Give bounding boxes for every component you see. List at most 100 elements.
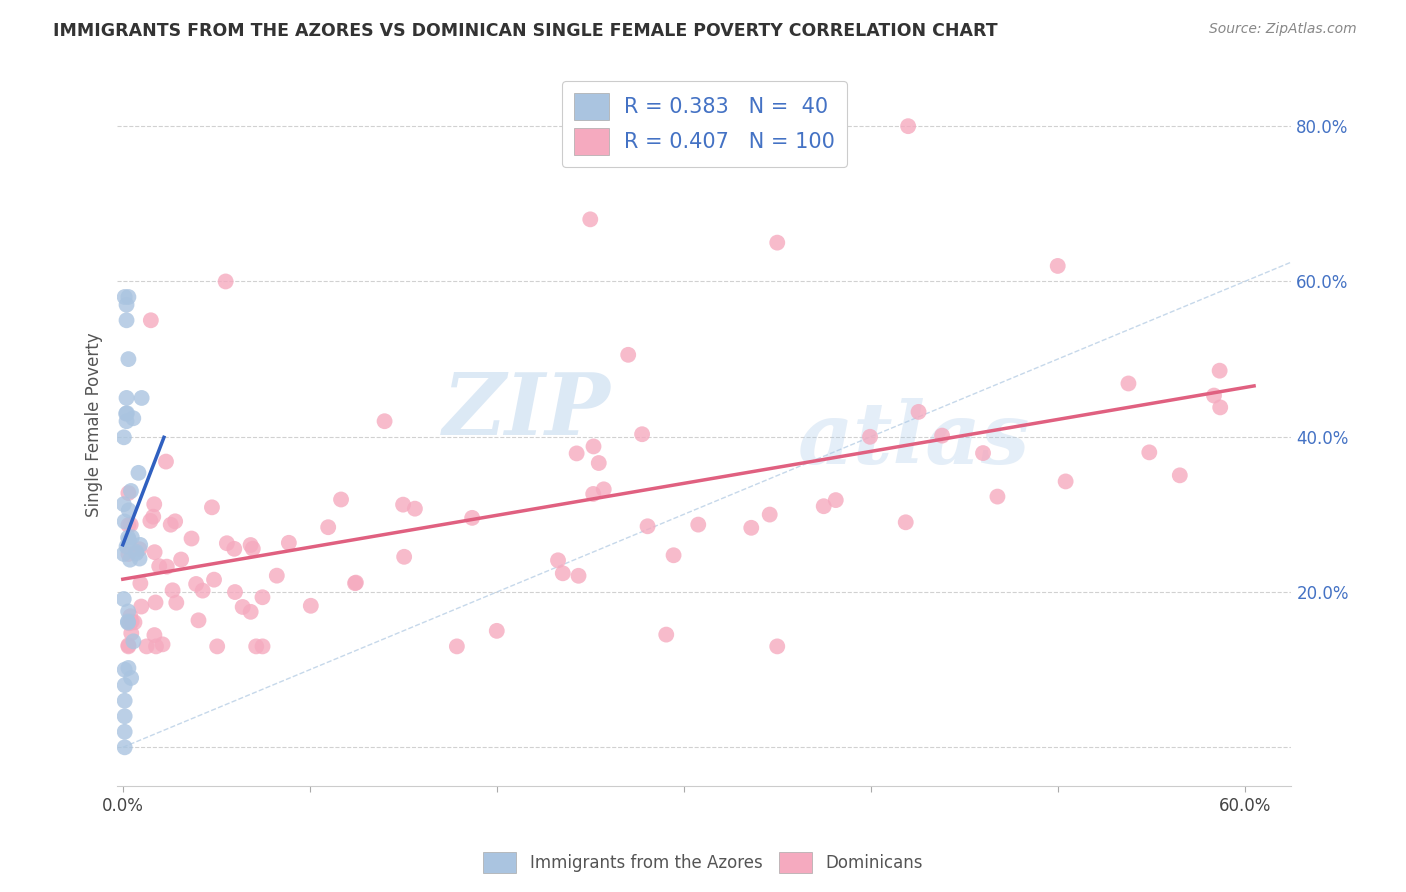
Point bbox=[114, 724, 136, 739]
Point bbox=[125, 546, 148, 560]
Point bbox=[128, 551, 150, 566]
Point bbox=[824, 493, 846, 508]
Point bbox=[239, 538, 262, 552]
Point bbox=[139, 313, 162, 327]
Point bbox=[120, 483, 142, 498]
Point bbox=[131, 391, 153, 405]
Point bbox=[128, 542, 150, 557]
Point bbox=[115, 407, 138, 421]
Point bbox=[252, 591, 274, 605]
Point bbox=[114, 740, 136, 755]
Point bbox=[1054, 475, 1077, 489]
Point bbox=[114, 663, 136, 677]
Point bbox=[1137, 445, 1160, 459]
Point bbox=[986, 490, 1008, 504]
Point bbox=[592, 483, 614, 497]
Point bbox=[117, 615, 139, 630]
Point bbox=[232, 599, 254, 614]
Point bbox=[547, 553, 569, 567]
Point bbox=[112, 547, 135, 561]
Point bbox=[120, 626, 142, 640]
Point bbox=[155, 454, 177, 468]
Point bbox=[579, 212, 602, 227]
Point bbox=[1118, 376, 1140, 391]
Point bbox=[205, 640, 228, 654]
Point bbox=[637, 519, 659, 533]
Point bbox=[145, 640, 167, 654]
Point bbox=[117, 604, 139, 618]
Point bbox=[299, 599, 322, 613]
Point bbox=[114, 515, 136, 529]
Point bbox=[191, 583, 214, 598]
Point bbox=[117, 352, 139, 367]
Point bbox=[245, 640, 267, 654]
Point bbox=[187, 613, 209, 627]
Y-axis label: Single Female Poverty: Single Female Poverty bbox=[86, 333, 103, 517]
Point bbox=[202, 573, 225, 587]
Point bbox=[112, 497, 135, 511]
Point bbox=[588, 456, 610, 470]
Point bbox=[118, 552, 141, 566]
Point bbox=[115, 313, 138, 327]
Point bbox=[125, 545, 148, 559]
Point bbox=[115, 414, 138, 428]
Point bbox=[766, 235, 789, 250]
Point bbox=[688, 517, 710, 532]
Point bbox=[120, 671, 142, 685]
Point bbox=[114, 709, 136, 723]
Point bbox=[242, 541, 264, 556]
Point bbox=[117, 531, 139, 545]
Point bbox=[631, 427, 654, 442]
Point bbox=[201, 500, 224, 515]
Legend: R = 0.383   N =  40, R = 0.407   N = 100: R = 0.383 N = 40, R = 0.407 N = 100 bbox=[562, 81, 846, 167]
Point bbox=[122, 411, 145, 425]
Point bbox=[1168, 468, 1191, 483]
Point bbox=[117, 290, 139, 304]
Point bbox=[931, 428, 953, 442]
Point bbox=[224, 541, 246, 556]
Point bbox=[461, 511, 484, 525]
Point bbox=[114, 678, 136, 692]
Point bbox=[859, 430, 882, 444]
Point bbox=[252, 640, 274, 654]
Point bbox=[118, 616, 141, 631]
Point bbox=[117, 518, 139, 533]
Point bbox=[143, 545, 166, 559]
Point bbox=[117, 547, 139, 561]
Point bbox=[1046, 259, 1069, 273]
Point bbox=[121, 615, 143, 629]
Point bbox=[142, 509, 165, 524]
Point bbox=[170, 552, 193, 566]
Point bbox=[374, 414, 396, 428]
Point bbox=[127, 466, 149, 480]
Point bbox=[124, 615, 146, 630]
Point bbox=[162, 583, 184, 598]
Point bbox=[115, 406, 138, 420]
Point bbox=[972, 446, 994, 460]
Point bbox=[344, 575, 367, 590]
Legend: Immigrants from the Azores, Dominicans: Immigrants from the Azores, Dominicans bbox=[477, 846, 929, 880]
Text: IMMIGRANTS FROM THE AZORES VS DOMINICAN SINGLE FEMALE POVERTY CORRELATION CHART: IMMIGRANTS FROM THE AZORES VS DOMINICAN … bbox=[53, 22, 998, 40]
Point bbox=[582, 487, 605, 501]
Point bbox=[118, 503, 141, 517]
Point bbox=[117, 640, 139, 654]
Point bbox=[129, 576, 152, 591]
Point bbox=[662, 548, 685, 562]
Point bbox=[1202, 388, 1225, 402]
Point bbox=[117, 486, 139, 500]
Text: ZIP: ZIP bbox=[443, 369, 610, 452]
Point bbox=[112, 592, 135, 607]
Point bbox=[159, 517, 181, 532]
Point bbox=[118, 533, 141, 548]
Point bbox=[117, 661, 139, 675]
Point bbox=[129, 538, 152, 552]
Point bbox=[114, 290, 136, 304]
Point bbox=[316, 520, 339, 534]
Point bbox=[392, 549, 415, 564]
Point bbox=[485, 624, 508, 638]
Point bbox=[446, 640, 468, 654]
Point bbox=[330, 492, 353, 507]
Point bbox=[655, 627, 678, 641]
Point bbox=[129, 599, 152, 614]
Point bbox=[1209, 401, 1232, 415]
